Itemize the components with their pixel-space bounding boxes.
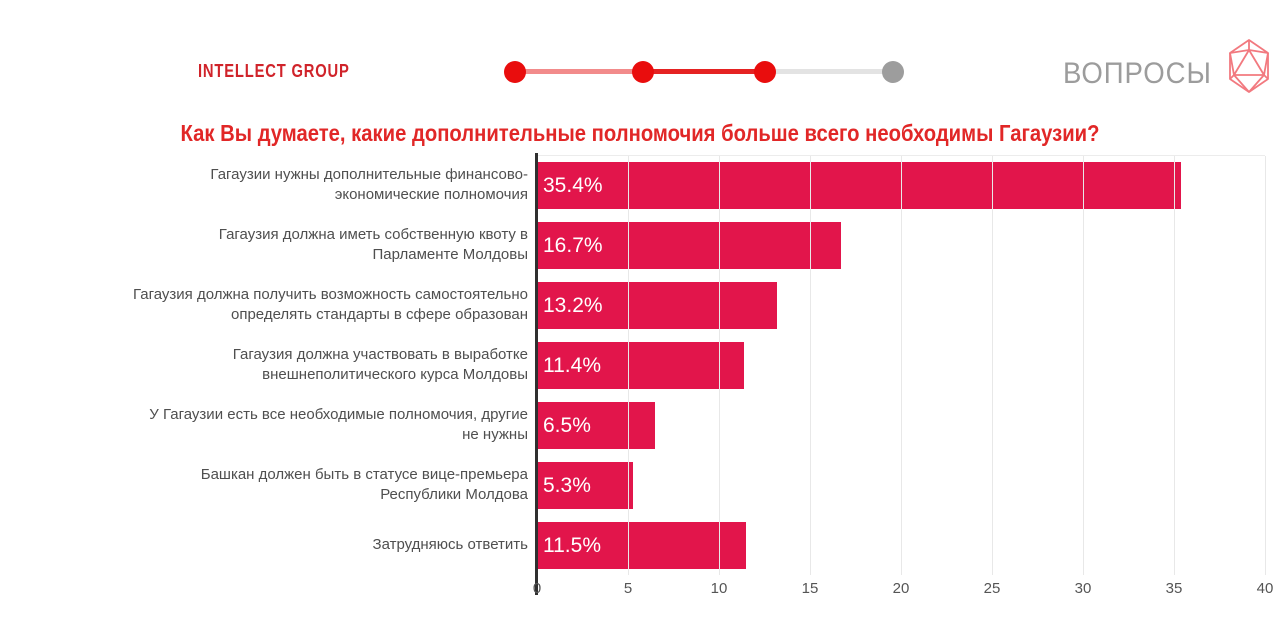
bar: 35.4% <box>537 162 1182 209</box>
stepper-connector-3 <box>765 69 893 74</box>
bar-chart-plot-area: 35.4% 16.7% 13.2% 11.4% 6.5% 5.3% 11.5% <box>537 155 1266 576</box>
stepper-connector-2 <box>643 69 765 74</box>
brand-logo-square <box>1218 0 1280 113</box>
bar-row: 11.4% <box>537 336 1265 396</box>
progress-stepper <box>504 61 904 83</box>
value-label: 11.4% <box>543 353 601 377</box>
y-axis-line <box>535 153 538 595</box>
gridline <box>810 156 811 575</box>
bar: 6.5% <box>537 402 656 449</box>
stepper-dot-3 <box>754 61 776 83</box>
icosahedron-icon <box>1229 38 1269 93</box>
bar: 11.5% <box>537 522 747 569</box>
x-tick: 20 <box>892 580 910 597</box>
x-tick: 40 <box>1256 580 1274 597</box>
bar: 5.3% <box>537 462 634 509</box>
gridline <box>901 156 902 575</box>
intellect-group-logo: INTELLECT GROUP <box>198 61 350 81</box>
value-label: 16.7% <box>543 233 603 257</box>
category-label: Затрудняюсь ответить <box>372 536 528 553</box>
bar-row: 16.7% <box>537 216 1265 276</box>
x-tick: 5 <box>623 580 633 597</box>
x-axis-tick-labels: 0 5 10 15 20 25 30 35 40 <box>533 580 1274 600</box>
x-tick: 0 <box>532 580 542 597</box>
bar-row: 6.5% <box>537 396 1265 456</box>
stepper-dot-2 <box>632 61 654 83</box>
bar-row: 11.5% <box>537 516 1265 576</box>
value-label: 13.2% <box>543 293 603 317</box>
stepper-dot-1 <box>504 61 526 83</box>
x-tick: 30 <box>1074 580 1092 597</box>
bar: 16.7% <box>537 222 841 269</box>
x-tick: 35 <box>1165 580 1183 597</box>
gridline <box>719 156 720 575</box>
stepper-dot-4 <box>882 61 904 83</box>
category-label: Башкан должен быть в статусе вице-премье… <box>200 466 528 503</box>
value-label: 11.5% <box>543 533 601 557</box>
stepper-connector-1 <box>515 69 643 74</box>
gridline <box>1174 156 1175 575</box>
x-tick: 25 <box>983 580 1001 597</box>
value-label: 35.4% <box>543 173 603 197</box>
category-label: У Гагаузии есть все необходимые полномоч… <box>149 406 528 443</box>
value-label: 6.5% <box>543 413 591 437</box>
voprosy-wordmark: ВОПРОСЫ <box>1063 57 1212 90</box>
bar: 11.4% <box>537 342 745 389</box>
category-label: Гагаузия должна участвовать в выработке … <box>232 346 528 383</box>
category-label: Гагаузия должна получить возможность сам… <box>132 286 528 323</box>
category-label: Гагаузия должна иметь собственную квоту … <box>218 226 528 263</box>
gridline <box>1083 156 1084 575</box>
bar-row: 5.3% <box>537 456 1265 516</box>
gridline <box>628 156 629 575</box>
bar: 13.2% <box>537 282 778 329</box>
bar-row: 13.2% <box>537 276 1265 336</box>
x-tick: 10 <box>710 580 728 597</box>
category-label: Гагаузии нужны дополнительные финансово-… <box>210 166 528 203</box>
x-tick: 15 <box>801 580 819 597</box>
chart-title: Как Вы думаете, какие дополнительные пол… <box>180 120 1100 146</box>
value-label: 5.3% <box>543 473 591 497</box>
category-axis-labels: Гагаузии нужны дополнительные финансово-… <box>130 155 528 575</box>
bar-row: 35.4% <box>537 156 1265 216</box>
gridline <box>992 156 993 575</box>
gridline <box>1265 156 1266 575</box>
